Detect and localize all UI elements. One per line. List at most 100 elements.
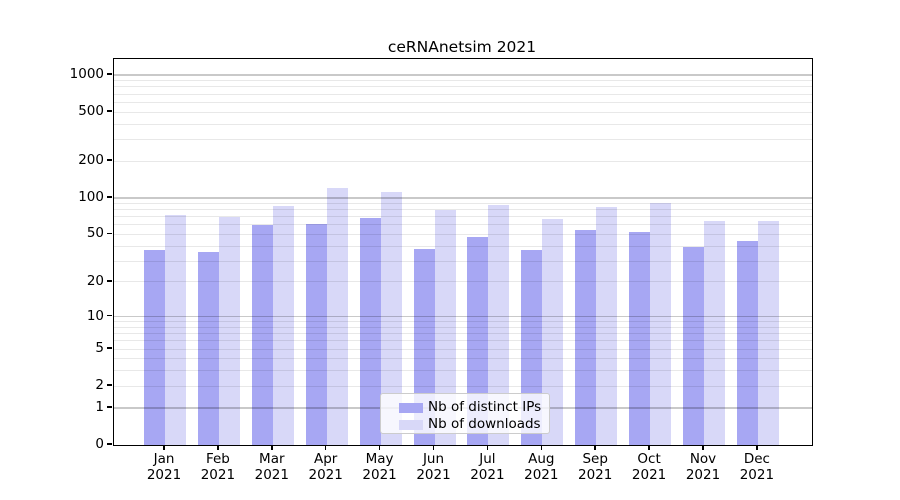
gridline-minor: [114, 385, 812, 387]
xtick-label-aug: Aug 2021: [524, 451, 559, 483]
gridline-minor: [114, 281, 812, 283]
bar-ips-dec: [736, 241, 758, 445]
legend-row-downloads: Nb of downloads: [399, 417, 549, 432]
ytick-label-2: 2: [95, 377, 104, 394]
xtick-mark: [540, 445, 543, 450]
bar-downloads-mar: [272, 206, 294, 445]
bar-downloads-sep: [596, 207, 618, 445]
ytick-mark: [107, 73, 112, 75]
legend-label-distinct-ips: Nb of distinct IPs: [428, 399, 542, 415]
bar-downloads-nov: [704, 221, 725, 445]
ytick-label-5: 5: [95, 340, 104, 357]
xtick-label-apr: Apr 2021: [308, 451, 343, 483]
ytick-mark: [107, 443, 112, 445]
xtick-mark: [594, 445, 596, 450]
xtick-label-jun: Jun 2021: [416, 451, 451, 483]
legend-row-ips: Nb of distinct IPs: [399, 400, 549, 415]
xtick-mark: [432, 445, 435, 450]
ytick-label-200: 200: [78, 152, 104, 169]
bar-ips-jul: [467, 236, 489, 445]
bar-ips-apr: [305, 224, 327, 445]
ytick-label-50: 50: [86, 225, 104, 242]
bar-downloads-jan: [165, 215, 186, 445]
gridline-minor: [114, 93, 812, 95]
ytick-mark: [107, 159, 112, 161]
xtick-mark: [217, 445, 219, 450]
gridline-minor: [114, 245, 812, 247]
xtick-label-dec: Dec 2021: [739, 451, 775, 483]
xtick-label-sep: Sep 2021: [578, 451, 613, 483]
ytick-label-20: 20: [86, 272, 104, 289]
xtick-label-mar: Mar 2021: [254, 451, 289, 483]
ytick-label-1000: 1000: [69, 66, 104, 83]
ytick-mark: [107, 347, 112, 349]
xtick-label-oct: Oct 2021: [631, 451, 667, 483]
bar-ips-nov: [683, 247, 704, 445]
bar-ips-may: [359, 218, 381, 445]
ytick-mark: [107, 406, 112, 408]
bar-downloads-apr: [326, 188, 348, 445]
gridline-minor: [114, 209, 812, 211]
gridline-minor: [114, 348, 812, 350]
bar-ips-mar: [251, 224, 273, 445]
bar-downloads-jun: [434, 210, 456, 445]
xtick-label-may: May 2021: [362, 451, 397, 483]
bar-downloads-feb: [218, 216, 240, 445]
gridline-minor: [114, 358, 812, 360]
chart-title: ceRNAnetsim 2021: [387, 38, 537, 56]
plot-area: Nb of distinct IPs Nb of downloads: [113, 58, 813, 446]
gridline-minor: [114, 216, 812, 218]
legend: Nb of distinct IPs Nb of downloads: [380, 393, 550, 434]
ytick-mark: [107, 384, 112, 386]
xtick-mark: [648, 445, 650, 450]
gridline-minor: [114, 80, 812, 82]
ytick-label-0: 0: [95, 436, 104, 452]
gridline-minor: [114, 123, 812, 125]
ytick-label-500: 500: [78, 103, 104, 120]
gridline-major: [114, 197, 812, 199]
bar-ips-jan: [144, 250, 165, 445]
gridline-minor: [114, 326, 812, 328]
gridline-minor: [114, 370, 812, 372]
gridline-minor: [114, 233, 812, 235]
xtick-label-jan: Jan 2021: [146, 451, 182, 483]
xtick-mark: [163, 445, 165, 450]
xtick-mark: [324, 445, 327, 450]
gridline-minor: [114, 260, 812, 262]
gridline-minor: [114, 138, 812, 140]
xtick-label-feb: Feb 2021: [200, 451, 236, 483]
xtick-mark: [756, 445, 758, 450]
gridline-minor: [114, 224, 812, 226]
gridline-minor: [114, 111, 812, 113]
xtick-mark: [702, 445, 704, 450]
ytick-mark: [107, 280, 112, 282]
ytick-mark: [107, 196, 112, 198]
ytick-label-1: 1: [95, 398, 104, 415]
legend-swatch-distinct-ips: [399, 402, 423, 413]
ytick-mark: [107, 314, 112, 317]
bar-ips-sep: [575, 230, 597, 445]
ytick-mark: [107, 110, 112, 112]
legend-swatch-downloads: [399, 419, 423, 430]
legend-label-downloads: Nb of downloads: [428, 416, 541, 432]
gridline-major: [114, 315, 812, 318]
bar-ips-feb: [197, 251, 219, 445]
bar-downloads-may: [380, 191, 402, 445]
bar-downloads-dec: [757, 220, 779, 445]
gridline-minor: [114, 333, 812, 335]
ytick-label-100: 100: [78, 188, 104, 205]
xtick-label-jul: Jul 2021: [470, 451, 505, 483]
bar-ips-oct: [629, 232, 651, 445]
xtick-mark: [378, 445, 381, 450]
bar-downloads-aug: [542, 219, 564, 445]
xtick-label-nov: Nov 2021: [685, 451, 721, 483]
bar-downloads-oct: [650, 203, 672, 445]
ytick-mark: [107, 232, 112, 235]
bar-downloads-jul: [488, 204, 510, 445]
gridline-minor: [114, 86, 812, 88]
gridline-minor: [114, 101, 812, 103]
xtick-mark: [486, 445, 489, 450]
xtick-mark: [271, 445, 273, 450]
ytick-label-10: 10: [86, 307, 104, 324]
